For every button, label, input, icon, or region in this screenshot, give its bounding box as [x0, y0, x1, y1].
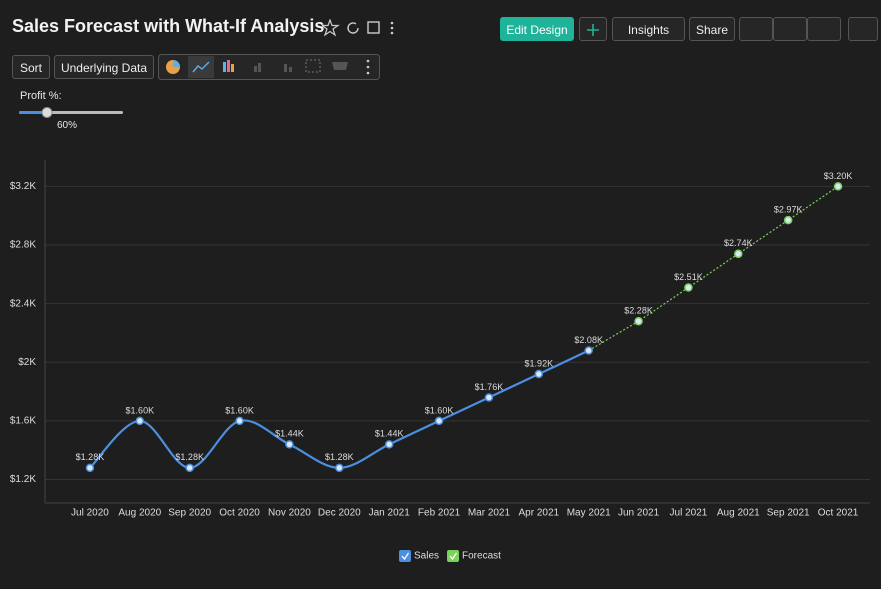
- edit-design-button[interactable]: Edit Design: [500, 17, 574, 41]
- series-line: [588, 185, 839, 352]
- slider[interactable]: [18, 106, 126, 120]
- data-point: [185, 463, 194, 473]
- comment-button[interactable]: [773, 17, 807, 41]
- y-tick-label: $2.8K: [10, 240, 36, 251]
- data-point: [833, 182, 843, 191]
- slider-label: Profit %:: [20, 90, 62, 102]
- legend-check: [449, 552, 458, 561]
- x-tick-label: Mar 2021: [468, 508, 511, 519]
- data-point: [335, 463, 344, 473]
- x-tick-label: Oct 2020: [219, 508, 260, 519]
- plus-icon: [587, 24, 599, 36]
- data-label: $1.44K: [375, 429, 404, 439]
- x-tick-label: Oct 2021: [818, 508, 859, 519]
- x-tick-label: Sep 2020: [168, 508, 211, 519]
- x-tick-label: Feb 2021: [418, 508, 461, 519]
- x-tick-label: Jul 2020: [71, 508, 109, 519]
- data-point: [734, 249, 743, 259]
- data-point: [285, 440, 294, 449]
- dashboard-title: Sales Forecast with What-If Analysis: [12, 16, 325, 36]
- x-tick-label: Nov 2020: [268, 508, 311, 519]
- data-label: $1.28K: [325, 452, 354, 462]
- x-tick-label: Jun 2021: [618, 508, 660, 519]
- x-tick-label: Dec 2020: [318, 508, 361, 519]
- series-line: [89, 349, 590, 469]
- data-label: $2.51K: [674, 272, 703, 282]
- data-point: [135, 416, 145, 426]
- data-point: [434, 416, 444, 426]
- data-label: $1.60K: [126, 405, 155, 415]
- x-tick-label: Jan 2021: [369, 508, 411, 519]
- legend-checkbox: [447, 550, 460, 562]
- data-label: $1.60K: [425, 405, 454, 415]
- y-tick-label: $1.2K: [10, 474, 36, 485]
- data-label: $1.60K: [225, 405, 254, 415]
- data-label: $2.74K: [724, 238, 753, 248]
- chart: $1.2K $1.6K $2K $2.4K $2.8K $3.2K Jul 2020 Aug …: [10, 160, 870, 562]
- data-point: [484, 393, 494, 402]
- data-label: $1.76K: [475, 382, 504, 392]
- insights-button[interactable]: Insights: [612, 17, 685, 41]
- data-point: [534, 369, 544, 379]
- x-tick-label: May 2021: [567, 508, 611, 519]
- y-tick-label: $3.2K: [10, 181, 36, 192]
- legend-label: Sales: [414, 551, 439, 562]
- legend-checkbox: [399, 550, 411, 562]
- data-label: $1.28K: [175, 452, 204, 462]
- data-point: [634, 316, 643, 326]
- x-tick-label: Sep 2021: [767, 508, 810, 519]
- data-label: $2.28K: [624, 306, 653, 316]
- data-label: $3.20K: [824, 171, 853, 181]
- data-point: [235, 416, 244, 426]
- data-point: [684, 283, 693, 292]
- data-point: [384, 440, 394, 449]
- underlying-data-button[interactable]: Underlying Data: [54, 55, 154, 79]
- sort-button[interactable]: Sort: [12, 55, 50, 79]
- settings-button[interactable]: [848, 17, 878, 41]
- data-label: $1.28K: [76, 452, 105, 462]
- x-tick-label: Jul 2021: [670, 508, 708, 519]
- y-tick-label: $2.4K: [10, 298, 36, 309]
- chart-type-bar[interactable]: [158, 54, 380, 80]
- data-point: [584, 346, 593, 355]
- y-tick-label: $2K: [18, 357, 36, 368]
- title-icons[interactable]: [322, 19, 402, 37]
- slider-value: 60%: [57, 120, 78, 131]
- legend-check: [401, 552, 410, 561]
- x-tick-label: Aug 2021: [717, 508, 760, 519]
- data-label: $2.97K: [774, 204, 803, 214]
- x-tick-label: Apr 2021: [519, 508, 560, 519]
- export-button[interactable]: [739, 17, 773, 41]
- data-label: $2.08K: [574, 335, 603, 345]
- add-button[interactable]: [579, 17, 607, 41]
- x-tick-label: Aug 2020: [118, 508, 161, 519]
- data-point: [85, 463, 95, 473]
- data-point: [783, 215, 793, 225]
- alert-button[interactable]: [807, 17, 841, 41]
- data-label: $1.44K: [275, 429, 304, 439]
- legend-label: Forecast: [462, 551, 501, 562]
- y-tick-label: $1.6K: [10, 416, 36, 427]
- share-button[interactable]: Share: [689, 17, 735, 41]
- data-label: $1.92K: [525, 358, 554, 368]
